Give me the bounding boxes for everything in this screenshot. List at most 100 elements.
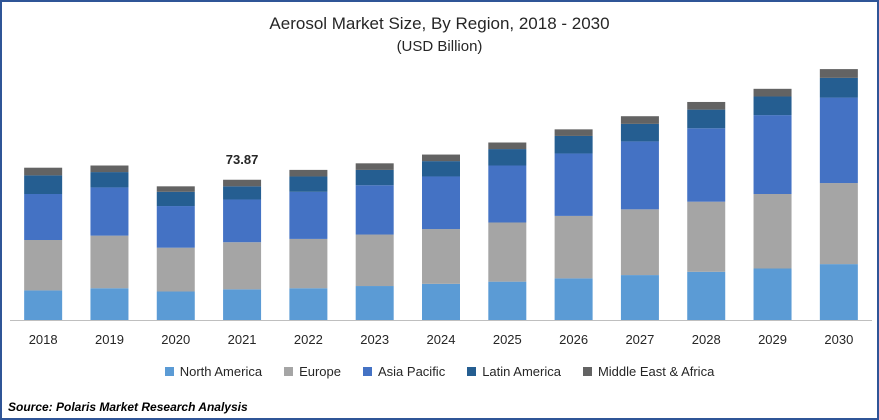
x-tick-label: 2020 <box>161 332 190 347</box>
legend-item: Europe <box>284 364 341 379</box>
bar-segment-2021-1 <box>223 242 262 290</box>
bar-segment-2030-2 <box>819 97 858 184</box>
bar-segment-2019-1 <box>90 235 129 289</box>
bar-segment-2023-4 <box>355 163 394 170</box>
legend-label: Asia Pacific <box>378 364 446 379</box>
bar-segment-2025-2 <box>488 165 527 223</box>
bar-segment-2025-4 <box>488 142 527 150</box>
bar-segment-2026-3 <box>554 135 593 154</box>
legend-label: Europe <box>299 364 341 379</box>
x-tick-label: 2027 <box>625 332 654 347</box>
x-tick-label: 2019 <box>95 332 124 347</box>
bar-segment-2024-0 <box>422 283 460 320</box>
bar-segment-2026-1 <box>554 215 593 279</box>
source-note: Source: Polaris Market Research Analysis <box>8 400 248 414</box>
bar-segment-2021-4 <box>223 179 262 187</box>
x-tick-label: 2030 <box>824 332 853 347</box>
x-tick-label: 2023 <box>360 332 389 347</box>
bar-segment-2025-1 <box>488 222 527 282</box>
bar-segment-2024-1 <box>422 229 460 284</box>
bar-segment-2020-1 <box>156 247 195 292</box>
legend-label: Middle East & Africa <box>597 364 715 379</box>
x-tick-label: 2024 <box>427 332 456 347</box>
chart-subtitle: (USD Billion) <box>396 38 483 55</box>
bar-segment-2018-4 <box>24 167 63 176</box>
bar-segment-2028-4 <box>687 101 726 110</box>
bar-segment-2027-2 <box>620 141 659 210</box>
bar-segment-2029-3 <box>753 96 792 116</box>
legend-item: Asia Pacific <box>363 364 445 379</box>
bar-segment-2028-3 <box>687 109 726 129</box>
bar-segment-2019-2 <box>90 187 129 236</box>
chart-title: Aerosol Market Size, By Region, 2018 - 2… <box>269 14 610 33</box>
bar-segment-2023-3 <box>355 169 394 186</box>
bar-segment-2029-1 <box>753 194 792 269</box>
legend-swatch <box>363 367 372 376</box>
bar-segment-2019-0 <box>90 288 129 320</box>
legend-item: North America <box>164 364 263 379</box>
bar-segment-2022-3 <box>289 176 328 192</box>
bar-segment-2026-4 <box>554 129 593 136</box>
legend-label: Latin America <box>482 364 561 379</box>
bar-segment-2024-4 <box>422 154 460 162</box>
bar-segment-2027-1 <box>620 209 659 276</box>
x-tick-label: 2026 <box>559 332 588 347</box>
legend-swatch <box>164 367 174 376</box>
bar-segment-2026-2 <box>554 153 593 216</box>
x-tick-label: 2028 <box>692 332 721 347</box>
x-tick-label: 2022 <box>294 332 323 347</box>
bar-segment-2025-3 <box>488 149 527 166</box>
bar-segment-2022-0 <box>289 288 328 320</box>
bar-segment-2021-3 <box>223 186 262 200</box>
bar-segment-2028-0 <box>687 271 726 320</box>
legend-label: North America <box>179 364 263 379</box>
bar-segment-2020-2 <box>156 206 195 248</box>
bar-segment-2018-3 <box>24 175 63 194</box>
bar-segment-2022-1 <box>289 238 328 289</box>
bar-segment-2023-0 <box>355 286 394 320</box>
bar-segment-2020-0 <box>156 291 195 320</box>
bar-segment-2020-3 <box>156 191 195 207</box>
bar-segment-2028-2 <box>687 128 726 202</box>
bar-segment-2027-4 <box>620 116 659 124</box>
x-tick-label: 2025 <box>493 332 522 347</box>
legend-item: Middle East & Africa <box>582 364 715 379</box>
chart-legend: North America Europe Asia Pacific Latin Ame… <box>2 364 877 379</box>
bar-segment-2029-4 <box>753 88 792 97</box>
bar-segment-2019-4 <box>90 165 129 173</box>
bar-segment-2019-3 <box>90 172 129 188</box>
bar-segment-2030-1 <box>819 183 858 265</box>
bar-segment-2028-1 <box>687 201 726 272</box>
bar-segment-2021-2 <box>223 199 262 243</box>
bar-segment-2027-3 <box>620 123 659 142</box>
bar-segment-2029-0 <box>753 268 792 320</box>
legend-swatch <box>582 367 592 376</box>
x-tick-label: 2021 <box>228 332 257 347</box>
legend-swatch <box>467 367 477 376</box>
bar-segment-2030-4 <box>819 69 858 78</box>
bar-segment-2018-2 <box>24 194 63 241</box>
bar-segment-2024-2 <box>422 176 460 230</box>
bar-segment-2029-2 <box>753 115 792 194</box>
bar-segment-2024-3 <box>422 161 460 177</box>
x-tick-label: 2018 <box>29 332 58 347</box>
bar-segment-2023-1 <box>355 234 394 287</box>
bar-segment-2030-0 <box>819 264 858 320</box>
bar-segment-2020-4 <box>156 186 195 192</box>
bar-segment-2018-0 <box>24 290 63 320</box>
bar-segment-2026-0 <box>554 278 593 320</box>
legend-item: Latin America <box>467 364 561 379</box>
bar-segment-2025-0 <box>488 281 527 320</box>
bar-segment-2022-2 <box>289 191 328 239</box>
bar-segment-2022-4 <box>289 169 328 177</box>
bar-segment-2023-2 <box>355 185 394 235</box>
legend-swatch <box>284 367 294 376</box>
bar-segment-2027-0 <box>620 275 659 320</box>
data-label-annotation: 73.87 <box>226 152 259 167</box>
bar-segment-2018-1 <box>24 240 63 291</box>
bar-segment-2021-0 <box>223 289 262 320</box>
x-tick-label: 2029 <box>758 332 787 347</box>
bar-segment-2030-3 <box>819 77 858 98</box>
